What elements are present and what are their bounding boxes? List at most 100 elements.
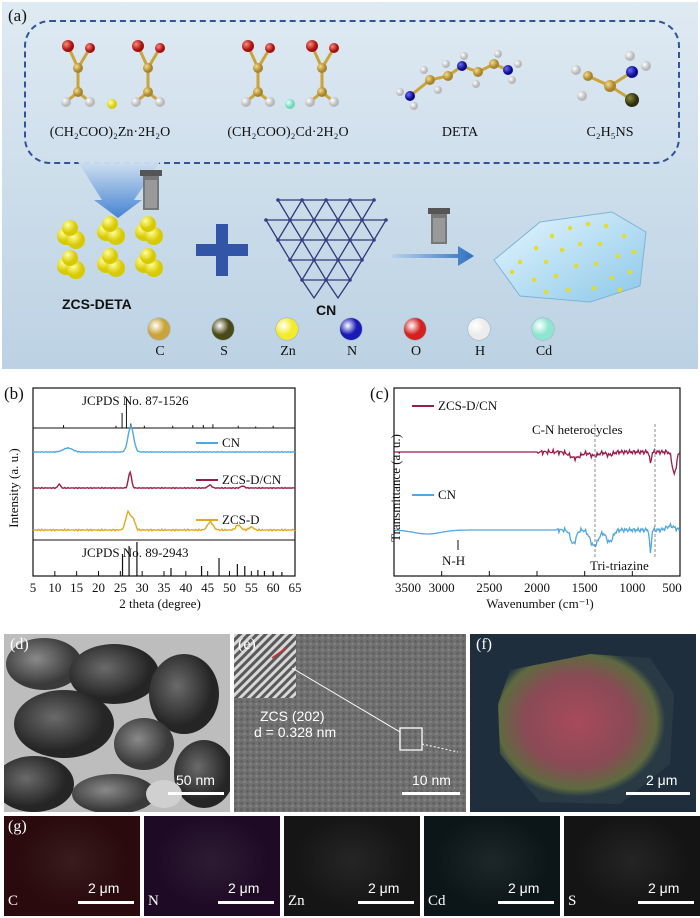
eds-overlay-image: [470, 634, 696, 812]
molecule-label-thioacetamide: C₂H₅NS: [586, 125, 634, 140]
xrd-ref-top-sticks: [63, 398, 274, 428]
ftir-tick-label-6: 500: [662, 580, 682, 595]
ftir-x-tick-labels: 3500 3000 2500 2000 1500 1000 500: [390, 580, 690, 596]
legend-label-n: N: [346, 344, 358, 359]
xrd-tick-label-10: 55: [244, 580, 258, 595]
hrtem-image: [234, 634, 466, 812]
ftir-tick-label-5: 1000: [619, 580, 646, 595]
hrtem-scale-text: 10 nm: [412, 772, 451, 788]
xrd-tick-label-0: 5: [29, 580, 37, 595]
ftir-annotation-nh: N-H: [442, 553, 466, 568]
panel-g-label: (g): [8, 818, 27, 835]
eds-map-scale-text-s: 2 μm: [648, 880, 680, 896]
eds-overlay-scale-bar: [626, 792, 690, 795]
ftir-annotation-heterocycles: C-N heterocycles: [532, 422, 623, 437]
ftir-x-axis-label: Wavenumber (cm⁻¹): [486, 596, 594, 611]
xrd-legend-zcsd-cn: ZCS-D/CN: [222, 472, 282, 487]
xrd-legend-zcsd: ZCS-D: [222, 512, 260, 527]
eds-map-scale-bar-n: [218, 901, 274, 904]
xrd-tick-label-6: 35: [157, 580, 171, 595]
legend-label-o: O: [410, 344, 422, 359]
ftir-tick-label-0: 3500: [395, 580, 421, 595]
xrd-tick-label-8: 45: [201, 580, 215, 595]
xrd-tick-label-7: 40: [179, 580, 193, 595]
eds-map-label-zn: Zn: [288, 893, 305, 909]
xrd-tick-label-9: 50: [223, 580, 236, 595]
zcs-deta-label: ZCS-DETA: [62, 296, 132, 312]
precursor-box: [24, 20, 680, 164]
eds-map-n: N 2 μm: [144, 816, 280, 916]
ftir-frame: [393, 387, 681, 577]
eds-map-cd: Cd 2 μm: [424, 816, 560, 916]
cn-label: CN: [316, 302, 337, 318]
hrtem-scale-bar: [402, 792, 460, 795]
eds-map-scale-bar-c: [78, 901, 134, 904]
eds-map-scale-bar-s: [638, 901, 694, 904]
legend-label-s: S: [220, 344, 228, 359]
ftir-chart: [393, 387, 681, 577]
legend-atom-o: [404, 318, 426, 340]
eds-map-zn: Zn 2 μm: [284, 816, 420, 916]
eds-overlay-scale-text: 2 μm: [646, 772, 678, 788]
xrd-x-tick-labels: 5 10 15 20 25 30 35 40 45 50 55 60 65: [0, 580, 310, 596]
tem-image: [4, 634, 230, 812]
legend-label-zn: Zn: [280, 344, 296, 359]
panel-b-label: (b): [4, 384, 24, 403]
legend-atom-n: [340, 318, 362, 340]
ftir-series-cn: [394, 521, 681, 554]
eds-map-label-n: N: [148, 893, 159, 909]
eds-map-c: C 2 μm: [4, 816, 140, 916]
legend-label-h: H: [474, 344, 486, 359]
ftir-legend-cn: CN: [438, 487, 457, 502]
xrd-tick-label-5: 30: [135, 580, 149, 595]
ftir-tick-label-1: 3000: [428, 580, 455, 595]
xrd-tick-label-2: 15: [70, 580, 84, 595]
molecule-label-deta: DETA: [441, 125, 479, 140]
xrd-chart: [32, 387, 296, 577]
eds-map-scale-bar-zn: [358, 901, 414, 904]
eds-map-scale-bar-cd: [498, 901, 554, 904]
xrd-tick-label-1: 10: [48, 580, 62, 595]
schematic-illustration: [57, 38, 651, 303]
legend-atom-h: [468, 318, 490, 340]
eds-map-label-c: C: [8, 893, 19, 909]
xrd-x-axis-label: 2 theta (degree): [119, 596, 201, 611]
eds-map-s: S 2 μm: [564, 816, 700, 916]
eds-maps-row: C 2 μm N 2 μm Zn 2 μm Cd 2 μm S 2 μm (g): [0, 816, 700, 916]
xrd-series-zcsd-cn: [32, 470, 296, 490]
ftir-tick-label-4: 1500: [571, 580, 598, 595]
legend-atom-s: [212, 318, 234, 340]
legend-label-c: C: [155, 344, 165, 359]
ftir-tick-label-2: 2500: [476, 580, 503, 595]
xrd-y-axis-label: Intensity (a. u.): [6, 448, 21, 528]
xrd-tick-label-3: 20: [92, 580, 105, 595]
xrd-x-ticks: [32, 571, 296, 576]
panel-a-label: (a): [8, 6, 27, 25]
eds-map-label-s: S: [568, 893, 577, 909]
molecule-label-cd-acetate: (CH₂COO)₂Cd·2H₂O: [227, 125, 349, 140]
eds-map-label-cd: Cd: [428, 893, 446, 909]
legend-atom-zn: [276, 318, 298, 340]
xrd-tick-label-11: 60: [266, 580, 280, 595]
eds-map-scale-text-zn: 2 μm: [368, 880, 400, 896]
legend-atom-cd: [532, 318, 554, 340]
legend-label-cd: Cd: [535, 344, 553, 359]
panel-c-label: (c): [370, 384, 389, 403]
tem-scale-text: 50 nm: [176, 772, 215, 788]
lattice-plane-label: ZCS (202): [260, 708, 325, 724]
ftir-annotation-triazine: Tri-triazine: [590, 558, 649, 573]
xrd-ref-top-label: JCPDS No. 87-1526: [82, 393, 189, 408]
tem-scale-bar: [168, 792, 224, 795]
molecule-label-zn-acetate: (CH₂COO)₂Zn·2H₂O: [49, 125, 171, 140]
ftir-x-ticks: [393, 571, 681, 576]
eds-map-scale-text-cd: 2 μm: [508, 880, 540, 896]
panel-e-label: (e): [238, 636, 256, 653]
atom-legend: C S Zn N O H Cd: [140, 318, 580, 364]
xrd-tick-label-4: 25: [113, 580, 127, 595]
xrd-ref-bottom-label: JCPDS No. 89-2943: [82, 545, 189, 560]
legend-atom-c: [148, 318, 170, 340]
ftir-legend-zcsd-cn: ZCS-D/CN: [438, 398, 498, 413]
ftir-series-zcsd-cn: [394, 447, 681, 477]
ftir-tick-label-3: 2000: [524, 580, 550, 595]
xrd-ref-bottom-sticks: [121, 542, 283, 576]
